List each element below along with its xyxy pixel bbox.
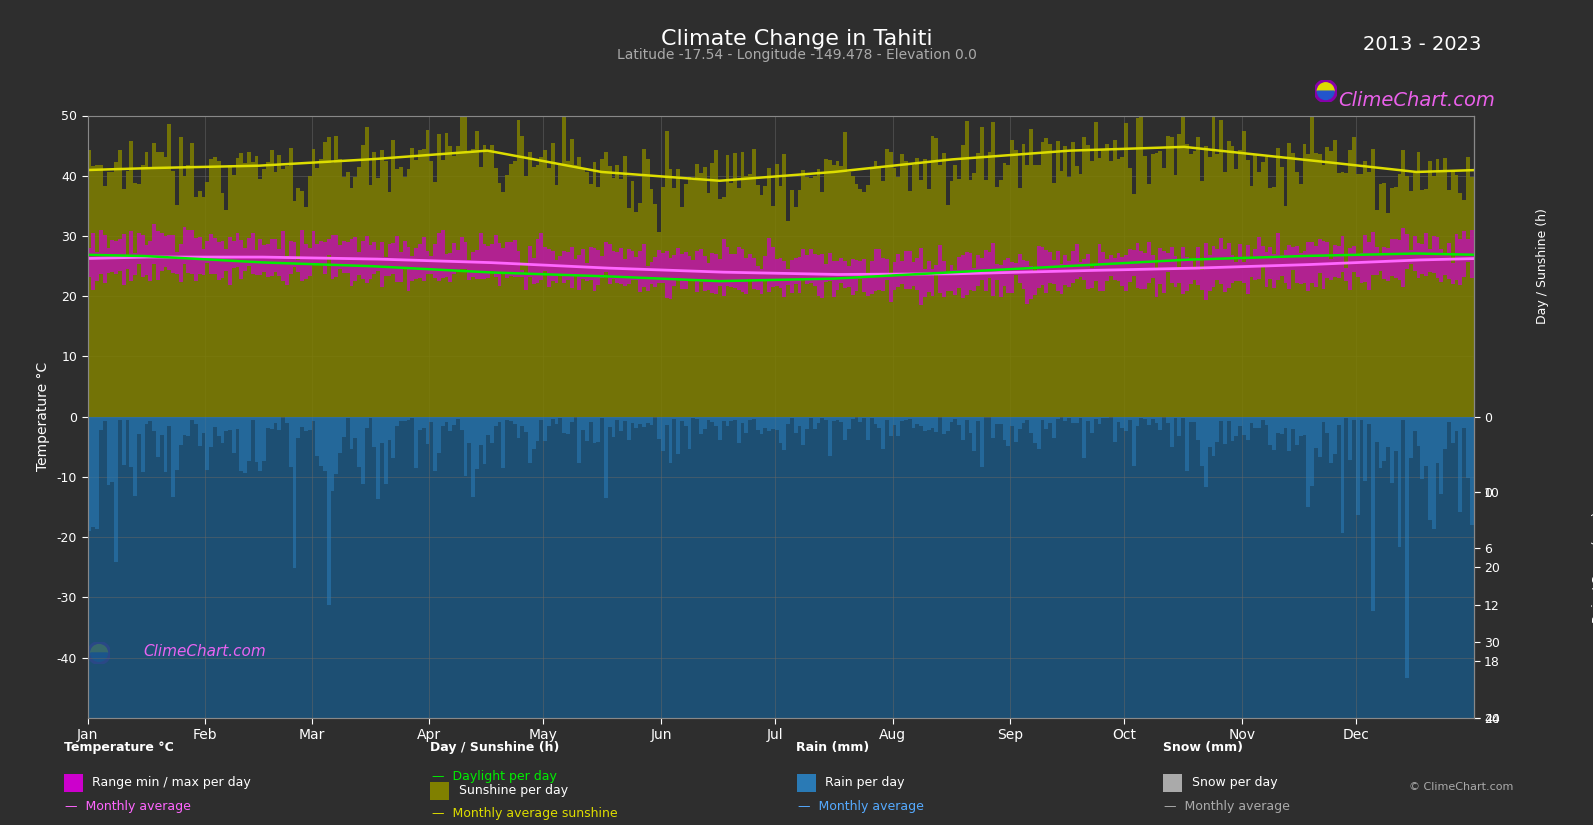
Text: —  Daylight per day: — Daylight per day	[432, 770, 556, 783]
Text: Day / Sunshine (h): Day / Sunshine (h)	[430, 741, 559, 754]
Wedge shape	[91, 644, 107, 653]
Wedge shape	[1317, 91, 1333, 100]
Text: —  Monthly average: — Monthly average	[798, 800, 924, 813]
Y-axis label: Temperature °C: Temperature °C	[37, 362, 49, 471]
Text: Rain (mm): Rain (mm)	[796, 741, 870, 754]
Text: 2013 - 2023: 2013 - 2023	[1364, 35, 1481, 54]
Text: —  Monthly average sunshine: — Monthly average sunshine	[432, 807, 618, 820]
Text: Sunshine per day: Sunshine per day	[459, 784, 569, 797]
Text: Day / Sunshine (h): Day / Sunshine (h)	[1536, 208, 1550, 324]
Text: Rain per day: Rain per day	[825, 776, 905, 790]
Text: ClimeChart.com: ClimeChart.com	[143, 644, 266, 658]
Text: Snow per day: Snow per day	[1192, 776, 1278, 790]
Text: Temperature °C: Temperature °C	[64, 741, 174, 754]
Text: Latitude -17.54 - Longitude -149.478 - Elevation 0.0: Latitude -17.54 - Longitude -149.478 - E…	[616, 48, 977, 62]
Text: Climate Change in Tahiti: Climate Change in Tahiti	[661, 29, 932, 49]
Text: ClimeChart.com: ClimeChart.com	[1338, 91, 1494, 110]
Text: Snow (mm): Snow (mm)	[1163, 741, 1243, 754]
Text: © ClimeChart.com: © ClimeChart.com	[1408, 782, 1513, 792]
Text: —  Monthly average: — Monthly average	[1164, 800, 1290, 813]
Wedge shape	[91, 653, 107, 662]
Text: Range min / max per day: Range min / max per day	[92, 776, 252, 790]
Text: —  Monthly average: — Monthly average	[65, 800, 191, 813]
Wedge shape	[1317, 82, 1333, 91]
